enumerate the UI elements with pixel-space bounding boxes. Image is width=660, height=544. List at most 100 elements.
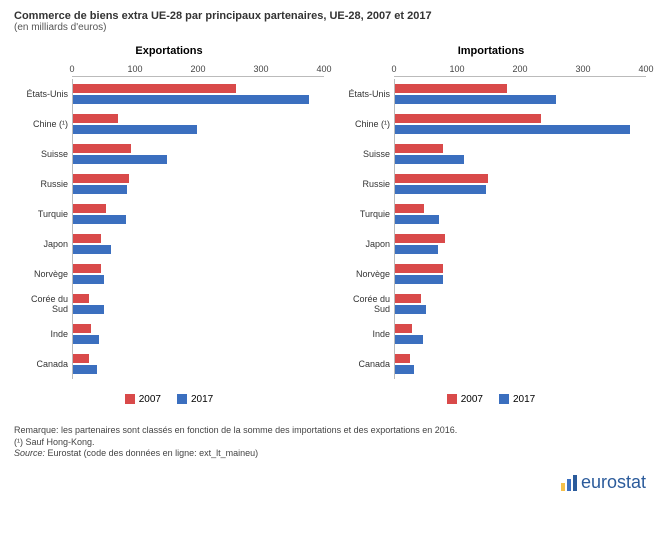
logo-bar bbox=[567, 479, 571, 491]
category-label: Inde bbox=[336, 329, 394, 339]
footer-source: Eurostat (code des données en ligne: ext… bbox=[48, 448, 259, 458]
table-row: Canada bbox=[14, 349, 324, 379]
footer-remark: Remarque: les partenaires sont classés e… bbox=[14, 425, 646, 437]
legend-item: 2017 bbox=[177, 394, 213, 405]
legend-label: 2007 bbox=[139, 394, 161, 405]
bar bbox=[395, 204, 424, 213]
bar bbox=[73, 155, 167, 164]
table-row: Corée du Sud bbox=[14, 289, 324, 319]
legend-label: 2017 bbox=[513, 394, 535, 405]
bar bbox=[73, 354, 89, 363]
legend-label: 2017 bbox=[191, 394, 213, 405]
bar bbox=[395, 354, 410, 363]
footer-source-label: Source: bbox=[14, 448, 45, 458]
table-row: Russie bbox=[14, 169, 324, 199]
bar bbox=[395, 234, 445, 243]
bar bbox=[73, 84, 236, 93]
table-row: Chine (¹) bbox=[336, 109, 646, 139]
legend-item: 2007 bbox=[125, 394, 161, 405]
legend-swatch bbox=[125, 394, 135, 404]
table-row: États-Unis bbox=[336, 79, 646, 109]
bar bbox=[73, 365, 97, 374]
bar bbox=[395, 294, 421, 303]
bars-cell bbox=[72, 349, 324, 379]
eurostat-logo-text: eurostat bbox=[581, 472, 646, 493]
table-row: Norvège bbox=[14, 259, 324, 289]
bars-cell bbox=[72, 229, 324, 259]
bar bbox=[73, 95, 309, 104]
x-axis: 0100200300400 bbox=[72, 63, 324, 77]
bars-cell bbox=[394, 349, 646, 379]
table-row: Suisse bbox=[336, 139, 646, 169]
bar bbox=[395, 335, 423, 344]
legend-swatch bbox=[177, 394, 187, 404]
bar bbox=[395, 305, 426, 314]
table-row: Norvège bbox=[336, 259, 646, 289]
chart-title: Importations bbox=[336, 45, 646, 57]
category-label: Corée du Sud bbox=[14, 294, 72, 314]
category-label: Chine (¹) bbox=[336, 119, 394, 129]
bar bbox=[395, 95, 556, 104]
bar bbox=[395, 125, 630, 134]
bar bbox=[73, 215, 126, 224]
bars-cell bbox=[394, 289, 646, 319]
bar bbox=[73, 245, 111, 254]
bar bbox=[73, 185, 127, 194]
table-row: Chine (¹) bbox=[14, 109, 324, 139]
category-label: Suisse bbox=[14, 149, 72, 159]
table-row: Russie bbox=[336, 169, 646, 199]
category-label: Inde bbox=[14, 329, 72, 339]
legend-item: 2007 bbox=[447, 394, 483, 405]
table-row: Canada bbox=[336, 349, 646, 379]
bar bbox=[73, 335, 99, 344]
bar bbox=[395, 84, 507, 93]
table-row: Turquie bbox=[336, 199, 646, 229]
category-label: Canada bbox=[336, 359, 394, 369]
category-label: Chine (¹) bbox=[14, 119, 72, 129]
bar bbox=[395, 264, 443, 273]
legend: 2007 2017 bbox=[14, 391, 324, 409]
bars-cell bbox=[394, 169, 646, 199]
legend-label: 2007 bbox=[461, 394, 483, 405]
category-label: Norvège bbox=[14, 269, 72, 279]
bars-cell bbox=[72, 319, 324, 349]
bar bbox=[73, 234, 101, 243]
category-label: Turquie bbox=[14, 209, 72, 219]
legend-swatch bbox=[447, 394, 457, 404]
bar bbox=[395, 245, 438, 254]
category-label: Russie bbox=[14, 179, 72, 189]
bars-cell bbox=[394, 139, 646, 169]
category-label: Canada bbox=[14, 359, 72, 369]
legend-swatch bbox=[499, 394, 509, 404]
legend-item: 2017 bbox=[499, 394, 535, 405]
category-label: Suisse bbox=[336, 149, 394, 159]
table-row: Inde bbox=[14, 319, 324, 349]
bars-cell bbox=[72, 259, 324, 289]
axis-tick: 400 bbox=[316, 64, 331, 74]
table-row: Turquie bbox=[14, 199, 324, 229]
axis-tick: 200 bbox=[190, 64, 205, 74]
bar bbox=[395, 185, 486, 194]
axis-tick: 300 bbox=[575, 64, 590, 74]
footer-note: (¹) Sauf Hong-Kong. bbox=[14, 437, 646, 449]
page-subtitle: (en milliards d'euros) bbox=[14, 22, 646, 33]
bar bbox=[73, 294, 89, 303]
bars-cell bbox=[72, 289, 324, 319]
table-row: Corée du Sud bbox=[336, 289, 646, 319]
category-label: Japon bbox=[14, 239, 72, 249]
eurostat-logo: eurostat bbox=[561, 472, 646, 493]
bars-cell bbox=[72, 109, 324, 139]
bars-cell bbox=[394, 109, 646, 139]
bar bbox=[73, 264, 101, 273]
category-label: Japon bbox=[336, 239, 394, 249]
bar bbox=[73, 174, 129, 183]
axis-tick: 0 bbox=[391, 64, 396, 74]
category-label: Corée du Sud bbox=[336, 294, 394, 314]
bar bbox=[395, 365, 414, 374]
chart-title: Exportations bbox=[14, 45, 324, 57]
bars-cell bbox=[394, 229, 646, 259]
axis-tick: 100 bbox=[449, 64, 464, 74]
bar bbox=[395, 275, 443, 284]
bar bbox=[395, 215, 439, 224]
legend: 2007 2017 bbox=[336, 391, 646, 409]
